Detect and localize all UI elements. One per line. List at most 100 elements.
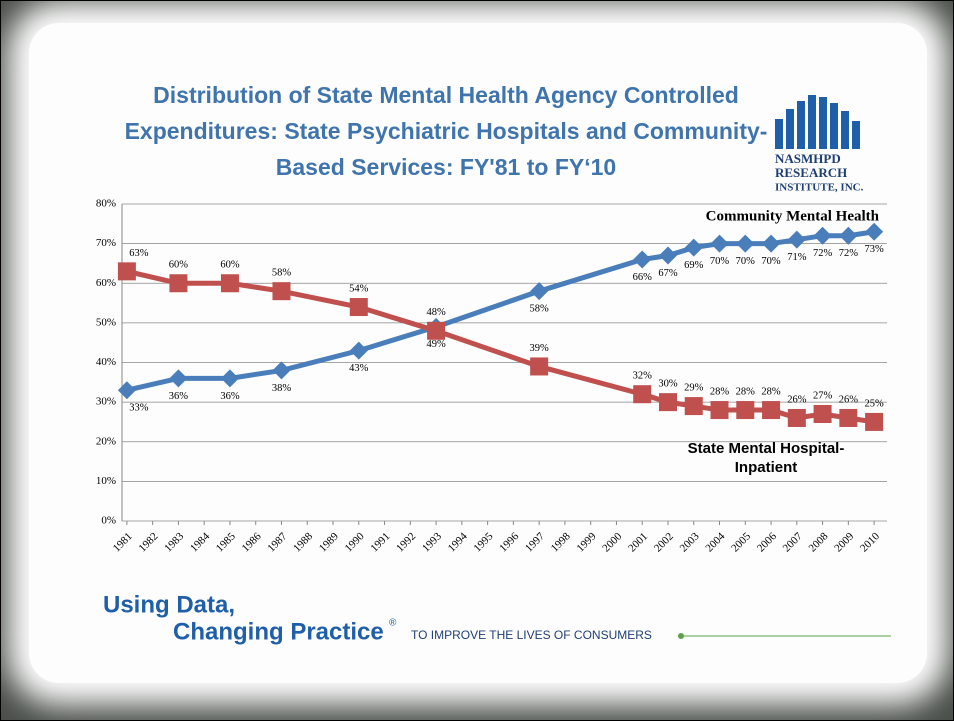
x-tick-label: 2002 [652,530,676,554]
x-tick-label: 1985 [214,530,238,554]
marker [427,321,446,340]
marker [762,401,781,420]
footer-tagline: TO IMPROVE THE LIVES OF CONSUMERS [411,628,652,642]
value-label: 63% [129,248,149,259]
marker [530,282,549,301]
value-label: 48% [426,307,446,318]
y-tick-label: 0% [101,515,116,527]
x-tick-label: 2010 [858,530,882,554]
chart-title: Distribution of State Mental Health Agen… [124,82,768,180]
marker [220,274,239,293]
value-label: 28% [736,386,756,397]
marker [787,408,806,427]
series-label: Community Mental Health [706,208,880,224]
value-label: 58% [530,304,550,315]
value-label: 26% [787,394,807,405]
marker [658,246,677,265]
y-tick-label: 60% [96,277,116,289]
x-tick-label: 1991 [368,530,392,554]
marker [865,412,884,431]
footer-mark: ® [389,618,397,629]
value-label: 73% [864,244,884,255]
value-label: 26% [839,394,859,405]
marker [530,357,549,376]
value-label: 70% [761,256,781,267]
x-tick-label: 2005 [729,530,753,554]
marker [349,298,368,317]
x-tick-label: 1983 [162,530,186,554]
marker [684,238,703,257]
marker [710,234,729,253]
x-tick-label: 1988 [291,530,315,554]
y-tick-label: 10% [96,475,116,487]
x-tick-label: 1984 [188,530,212,554]
x-tick-label: 1996 [497,530,521,554]
x-tick-label: 1992 [394,530,418,554]
x-tick-label: 2004 [703,530,727,554]
marker [169,369,188,388]
value-label: 27% [813,390,833,401]
x-tick-label: 1981 [111,530,135,554]
y-tick-label: 50% [96,316,116,328]
x-tick-label: 1987 [265,530,289,554]
value-label: 49% [426,339,446,350]
x-tick-label: 2008 [806,530,830,554]
value-label: 69% [684,260,704,271]
value-label: 54% [349,283,369,294]
marker [813,405,832,424]
marker [865,222,884,241]
value-label: 60% [220,260,240,271]
value-label: 70% [710,256,730,267]
marker [658,393,677,412]
marker [633,250,652,269]
value-label: 71% [787,252,807,263]
x-tick-label: 1998 [549,530,573,554]
x-tick-label: 1989 [317,530,341,554]
value-label: 66% [633,272,653,283]
y-tick-label: 80% [96,198,116,210]
marker [220,369,239,388]
value-label: 58% [272,268,292,279]
marker [813,226,832,245]
value-label: 72% [839,248,859,259]
marker [272,282,291,301]
logo-bars [775,95,860,149]
y-tick-label: 30% [96,396,116,408]
value-label: 30% [658,379,678,390]
y-tick-label: 20% [96,435,116,447]
x-tick-label: 1999 [575,530,599,554]
marker [736,234,755,253]
value-label: 33% [129,403,149,414]
value-label: 70% [736,256,756,267]
value-label: 43% [349,363,369,374]
x-tick-label: 1995 [471,530,495,554]
marker [349,341,368,360]
marker [117,381,136,400]
value-label: 39% [530,343,550,354]
x-tick-label: 1993 [420,530,444,554]
marker [710,401,729,420]
y-tick-label: 40% [96,356,116,368]
x-tick-label: 1997 [523,530,547,554]
series-label: State Mental Hospital-Inpatient [687,440,845,476]
x-tick-label: 1982 [137,530,161,554]
logo-text: INSTITUTE, INC. [775,182,864,194]
value-label: 67% [658,268,678,279]
x-tick-label: 1994 [446,530,470,554]
marker [762,234,781,253]
x-tick-label: 2001 [626,530,650,554]
value-label: 36% [169,391,189,402]
value-label: 60% [169,260,189,271]
x-tick-label: 2009 [832,530,856,554]
marker [839,226,858,245]
marker [736,401,755,420]
marker [272,361,291,380]
logo-text: RESEARCH [775,165,847,180]
x-tick-label: 1990 [343,530,367,554]
x-tick-label: 2003 [678,530,702,554]
value-label: 32% [633,371,653,382]
logo-text: NASMHPD [775,151,841,166]
value-label: 28% [710,386,730,397]
